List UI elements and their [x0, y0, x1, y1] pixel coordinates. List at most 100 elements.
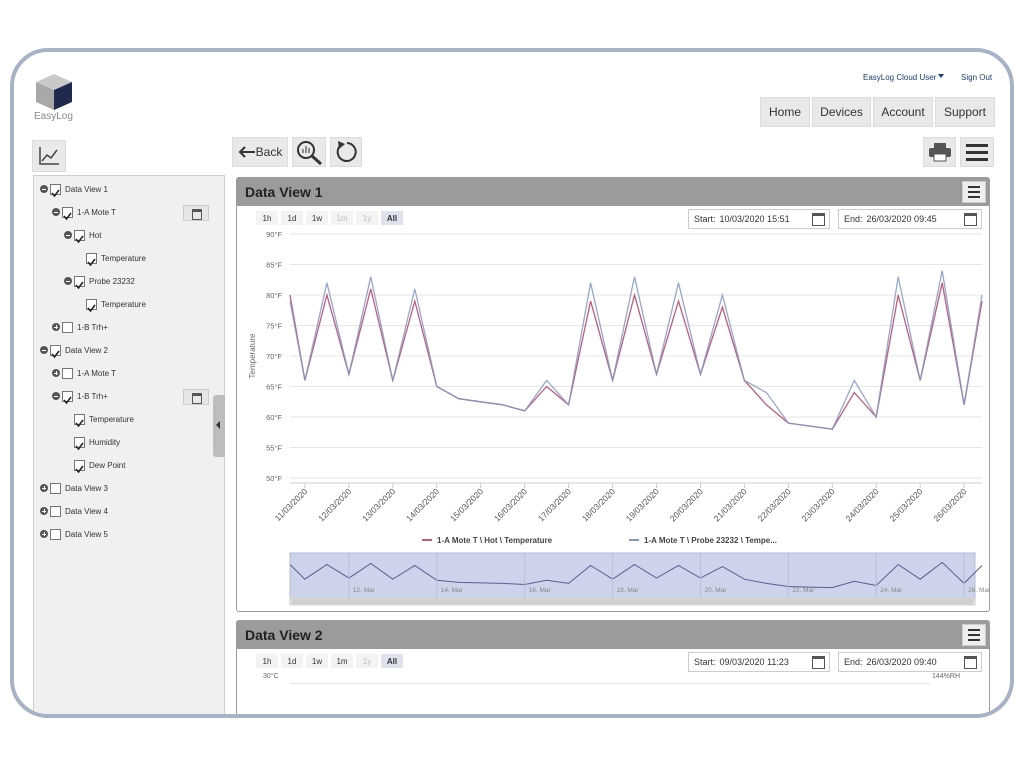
check	[75, 235, 84, 244]
date-icon	[812, 656, 825, 669]
check	[75, 465, 84, 474]
date-value: 26/03/2020 09:45	[866, 214, 937, 224]
panel: Data View 2 1h 1d 1w 1m 1y All Start: 09/03/2020…	[236, 620, 990, 714]
tree-label[interactable]: Data View 4	[65, 506, 108, 516]
checkbox[interactable]	[74, 437, 85, 451]
date-value: 09/03/2020 11:23	[719, 657, 789, 667]
user-name[interactable]: EasyLog Cloud User	[863, 73, 937, 82]
tree-label[interactable]: 1-B Trh+	[77, 322, 108, 332]
check	[75, 442, 84, 451]
range-button[interactable]: 1y	[356, 211, 378, 225]
checkbox[interactable]	[50, 506, 61, 517]
y-axis-label: 30°C	[263, 673, 279, 680]
nav-button[interactable]: Devices	[812, 97, 871, 127]
date-box[interactable]: Start: 10/03/2020 15:51	[688, 209, 830, 229]
date-value: 10/03/2020 15:51	[719, 214, 790, 224]
date-box[interactable]: End: 26/03/2020 09:40	[838, 652, 982, 672]
expander[interactable]	[52, 369, 60, 377]
collapse-handle[interactable]	[213, 395, 225, 457]
checkbox[interactable]	[50, 345, 61, 359]
tree-label[interactable]: Data View 1	[65, 184, 108, 194]
back-label[interactable]: Back	[255, 145, 283, 159]
calendar-button[interactable]	[183, 389, 209, 405]
expander[interactable]	[40, 346, 48, 354]
check	[63, 212, 72, 221]
panel-menu[interactable]	[962, 624, 986, 646]
date-value: 26/03/2020 09:40	[866, 657, 937, 667]
panel-title: Data View 1	[237, 178, 989, 206]
logo-text: EasyLog	[34, 111, 73, 122]
panel: Data View 1 1h 1d 1w 1m 1y All Start: 10/03/2020…	[236, 177, 990, 612]
tree-label[interactable]: Humidity	[89, 437, 121, 447]
date-box[interactable]: Start: 09/03/2020 11:23	[688, 652, 830, 672]
date-box[interactable]: End: 26/03/2020 09:45	[838, 209, 982, 229]
tree-label[interactable]: Probe 23232	[89, 276, 135, 286]
range-button[interactable]: 1d	[281, 654, 303, 668]
tree-label[interactable]: Temperature	[101, 253, 146, 263]
checkbox[interactable]	[62, 391, 73, 405]
checkbox[interactable]	[86, 299, 97, 313]
expander[interactable]	[40, 507, 48, 515]
caret	[938, 74, 945, 81]
range-button[interactable]: 1h	[256, 211, 278, 225]
tree-label[interactable]: Data View 2	[65, 345, 108, 355]
checkbox[interactable]	[62, 368, 73, 379]
tree-label[interactable]: Hot	[89, 230, 102, 240]
checkbox[interactable]	[50, 184, 61, 198]
tree-label[interactable]: Data View 3	[65, 483, 108, 493]
check	[51, 350, 60, 359]
expander[interactable]	[64, 277, 72, 285]
check	[87, 304, 96, 313]
back-button[interactable]: Back	[232, 137, 288, 167]
menu-button[interactable]	[960, 137, 994, 167]
range-button[interactable]: All	[381, 654, 403, 668]
grid-line	[290, 683, 930, 684]
nav-button[interactable]: Home	[760, 97, 810, 127]
range-button[interactable]: 1d	[281, 211, 303, 225]
range-button[interactable]: 1m	[331, 654, 353, 668]
range-button[interactable]: 1y	[356, 654, 378, 668]
range-button[interactable]: All	[381, 211, 403, 225]
expander[interactable]	[40, 530, 48, 538]
expander[interactable]	[40, 484, 48, 492]
checkbox[interactable]	[74, 460, 85, 474]
panel-title: Data View 2	[237, 621, 989, 649]
checkbox[interactable]	[50, 483, 61, 494]
tree-label[interactable]: 1-A Mote T	[77, 207, 116, 217]
expander[interactable]	[52, 392, 60, 400]
tree-label[interactable]: Temperature	[89, 414, 134, 424]
refresh-button[interactable]	[330, 137, 362, 167]
expander[interactable]	[52, 323, 60, 331]
expander[interactable]	[40, 185, 48, 193]
range-button[interactable]: 1h	[256, 654, 278, 668]
print-button[interactable]	[923, 137, 956, 167]
range-button[interactable]: 1w	[306, 211, 328, 225]
tree-label[interactable]: 1-B Trh+	[77, 391, 108, 401]
panel-menu[interactable]	[962, 181, 986, 203]
checkbox[interactable]	[62, 207, 73, 221]
tree-label[interactable]: Dew Point	[89, 460, 126, 470]
nav-button[interactable]: Support	[935, 97, 995, 127]
date-label: Start:	[694, 214, 716, 224]
tree-label[interactable]: Temperature	[101, 299, 146, 309]
checkbox[interactable]	[74, 276, 85, 290]
expander[interactable]	[52, 208, 60, 216]
user-menu[interactable]: EasyLog Cloud User	[863, 73, 945, 82]
checkbox[interactable]	[86, 253, 97, 267]
range-button[interactable]: 1w	[306, 654, 328, 668]
checkbox[interactable]	[74, 414, 85, 428]
zoom-button[interactable]	[292, 137, 326, 167]
tree-label[interactable]: 1-A Mote T	[77, 368, 116, 378]
range-button[interactable]: 1m	[331, 211, 353, 225]
checkbox[interactable]	[62, 322, 73, 333]
sign-out[interactable]: Sign Out	[961, 73, 993, 82]
chart-tab[interactable]	[32, 140, 66, 172]
checkbox[interactable]	[74, 230, 85, 244]
expander[interactable]	[64, 231, 72, 239]
calendar-button[interactable]	[183, 205, 209, 221]
back-arrow	[238, 146, 255, 158]
logo-icon	[36, 74, 72, 110]
nav-button[interactable]: Account	[873, 97, 933, 127]
tree-label[interactable]: Data View 5	[65, 529, 108, 539]
checkbox[interactable]	[50, 529, 61, 540]
